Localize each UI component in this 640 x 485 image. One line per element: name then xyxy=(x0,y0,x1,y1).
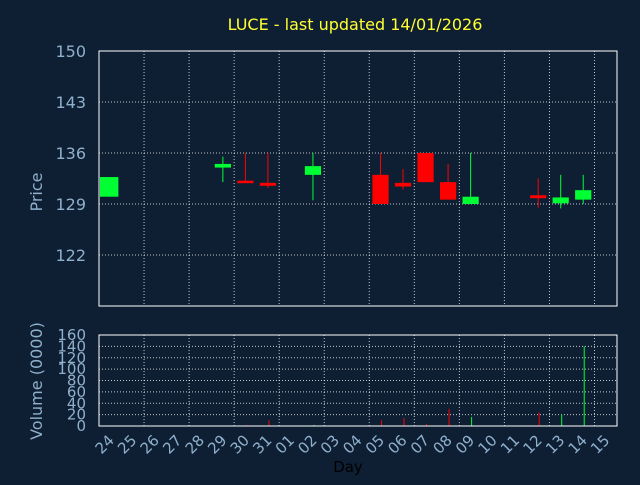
candle-body xyxy=(100,177,119,197)
volume-tick-label: 80 xyxy=(67,372,86,390)
candle-body xyxy=(304,166,322,175)
candle-body xyxy=(575,190,592,200)
volume-tick-label: 140 xyxy=(57,337,86,355)
volume-bars xyxy=(245,346,585,426)
candle-body xyxy=(439,182,457,200)
plot-frames xyxy=(98,50,618,427)
candle-body xyxy=(417,153,434,183)
candle-body xyxy=(462,196,479,204)
price-axis-label: Price xyxy=(27,172,46,211)
price-tick-label: 122 xyxy=(55,246,86,265)
chart-title: LUCE - last updated 14/01/2026 xyxy=(228,15,483,34)
candle-body xyxy=(214,163,231,168)
price-tick-label: 136 xyxy=(55,144,86,163)
volume-tick-label: 0 xyxy=(76,417,86,435)
price-tick-label: 129 xyxy=(55,195,86,214)
volume-tick-label: 40 xyxy=(67,394,86,412)
candle-body xyxy=(530,195,547,199)
volume-tick-label: 20 xyxy=(67,406,86,424)
volume-tick-label: 120 xyxy=(57,349,86,367)
candle-body xyxy=(372,174,389,204)
candle-body xyxy=(552,197,569,204)
volume-tick-label: 60 xyxy=(67,383,86,401)
candle-body xyxy=(394,182,412,187)
price-panel-frame xyxy=(98,50,618,307)
volume-tick-label: 160 xyxy=(57,326,86,344)
volume-panel-frame xyxy=(98,334,618,427)
x-axis-label: Day xyxy=(333,458,363,476)
grid-layer xyxy=(99,51,617,426)
volume-axis-label: Volume (0000) xyxy=(27,322,46,440)
candle-body xyxy=(237,180,254,184)
volume-tick-label: 100 xyxy=(57,360,86,378)
price-tick-label: 150 xyxy=(55,42,86,61)
candles xyxy=(100,153,592,209)
price-tick-label: 143 xyxy=(55,93,86,112)
candle-body xyxy=(259,182,277,186)
x-tick-label: 15 xyxy=(587,431,613,457)
tick-labels: 1221291361431500204060801001201401602425… xyxy=(55,42,613,458)
